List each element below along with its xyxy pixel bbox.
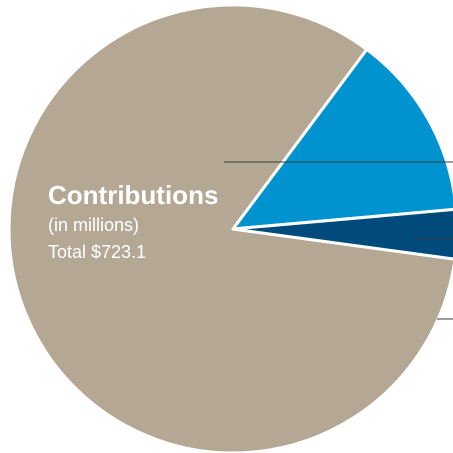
chart-total: Total $723.1 [48,242,146,262]
pie-slice-2 [231,47,453,231]
chart-title: Contributions [48,180,218,210]
chart-subtitle: (in millions) [48,215,139,235]
pie-slices [7,3,453,453]
center-label: Contributions (in millions) Total $723.1 [48,180,218,262]
pie-slice-1 [7,3,453,453]
pie-slice-3 [231,208,453,261]
leader-lines [224,161,453,320]
